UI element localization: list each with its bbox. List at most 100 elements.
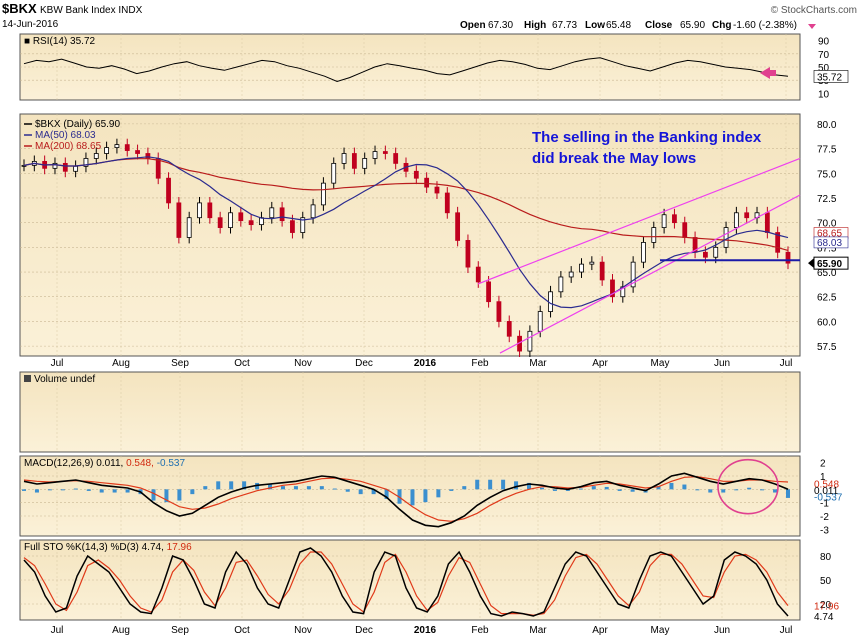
price-candle-body	[331, 162, 337, 184]
price-candle-body	[455, 212, 461, 241]
quote-value-1: 67.73	[552, 20, 577, 31]
quote-label-2: Low	[585, 20, 605, 31]
price-xtick-12: Jul	[780, 358, 793, 369]
legend-label-1: MA(50) 68.03	[35, 130, 96, 141]
ma50-last-label-box	[813, 236, 849, 249]
bottom-xtick-0: Jul	[51, 625, 64, 636]
ma200-line	[23, 158, 789, 251]
ma200-last-label: 68.65	[817, 229, 842, 240]
price-candle-body	[135, 150, 140, 154]
price-candle-body	[589, 261, 595, 265]
price-candle-body	[672, 214, 677, 224]
price-tick-3: 72.5	[817, 194, 837, 205]
lower-trendline	[499, 194, 801, 354]
price-candle-body	[207, 202, 213, 219]
price-candle-body	[341, 153, 347, 164]
rsi-last-value: 35.72	[817, 72, 842, 83]
annotation-line-1: The selling in the Banking index	[532, 129, 762, 146]
macd-hist-bar	[371, 489, 376, 495]
macd-tick-3: -2	[820, 512, 829, 523]
macd-hist-bar	[384, 489, 389, 499]
sto-k-line	[23, 547, 789, 617]
price-tick-4: 70.0	[817, 219, 837, 230]
macd-hist-bar	[423, 489, 428, 503]
price-candle-body	[83, 158, 89, 167]
price-candle-body	[661, 214, 667, 228]
legend-label-0: $BKX (Daily) 65.90	[35, 119, 120, 130]
price-candle-body	[579, 263, 584, 273]
macd-hist-bar	[203, 486, 208, 490]
price-candle-body	[382, 151, 388, 154]
macd-hist-bar	[682, 484, 687, 490]
price-candle-body	[703, 251, 708, 258]
price-candle-body	[372, 151, 378, 159]
quote-label-3: Close	[645, 20, 673, 31]
price-candle-body	[413, 170, 419, 179]
sto-tick-0: 80	[820, 552, 832, 563]
quote-label-0: Open	[460, 20, 486, 31]
price-candle-body	[641, 242, 646, 263]
macd-hist-bar	[604, 486, 609, 490]
bottom-xtick-1: Aug	[112, 625, 130, 636]
price-candle-body	[145, 153, 151, 159]
price-tick-6: 65.0	[817, 268, 837, 279]
ma50-line	[23, 156, 789, 309]
macd-hist-bar	[630, 489, 635, 492]
macd-hist-bar	[242, 481, 247, 490]
macd-hist-bar	[552, 489, 557, 491]
price-candle-body	[558, 276, 564, 293]
rsi-tick-4: 10	[818, 89, 830, 100]
quote-label-1: High	[524, 20, 546, 31]
price-tick-8: 60.0	[817, 317, 837, 328]
sto-k-last: 4.74	[814, 612, 834, 623]
bottom-xtick-6: 2016	[414, 625, 437, 636]
chart-date: 14-Jun-2016	[2, 19, 59, 30]
macd-hist-bar	[293, 486, 298, 490]
panel-sto: Full STO %K(14,3) %D(3) 4.74, 17.96	[19, 539, 801, 621]
macd-hist-bar	[86, 489, 91, 491]
macd-hist-bar	[125, 489, 130, 493]
price-candle-body	[744, 212, 750, 219]
macd-hist-bar	[268, 484, 273, 490]
price-xtick-0: Jul	[51, 358, 64, 369]
bottom-xtick-2: Sep	[171, 625, 189, 636]
price-candle-body	[610, 279, 615, 298]
price-tick-1: 77.5	[817, 145, 837, 156]
macd-hist-bar	[34, 489, 39, 493]
bottom-xtick-9: Apr	[592, 625, 608, 636]
macd-hist-bar	[164, 489, 169, 503]
macd-hist-bar	[151, 489, 156, 501]
upper-trendline	[477, 157, 801, 285]
macd-hist-bar	[345, 489, 350, 492]
rsi-tick-2: 50	[818, 63, 830, 74]
bottom-xtick-12: Jul	[780, 625, 793, 636]
macd-hist-bar	[449, 489, 454, 491]
price-candle-body	[228, 212, 233, 228]
price-candle-body	[785, 251, 791, 264]
macd-hist-bar	[280, 486, 285, 490]
price-candle-body	[166, 177, 171, 204]
macd-hist-bar	[578, 488, 583, 490]
price-candle-body	[279, 207, 285, 222]
price-candle-body	[62, 162, 68, 172]
macd-hist-bar	[112, 489, 117, 493]
macd-hist-bar	[319, 486, 324, 490]
macd-hist-bar	[565, 489, 570, 491]
price-xtick-7: Feb	[471, 358, 489, 369]
bottom-xtick-11: Jun	[714, 625, 730, 636]
rsi-line	[23, 57, 789, 83]
price-tick-2: 75.0	[817, 169, 837, 180]
panel-rsi: ■ RSI(14) 35.72	[19, 33, 801, 101]
price-candle-body	[434, 186, 440, 194]
price-candle-body	[238, 212, 244, 222]
macd-hist-bar	[734, 489, 739, 491]
quote-value-3: 65.90	[680, 20, 705, 31]
price-candle-body	[93, 153, 99, 159]
price-xtick-1: Aug	[112, 358, 130, 369]
index-name: KBW Bank Index INDX	[40, 5, 143, 16]
price-candle-body	[124, 144, 130, 151]
bottom-xtick-5: Dec	[355, 625, 373, 636]
price-candle-body	[506, 321, 512, 337]
